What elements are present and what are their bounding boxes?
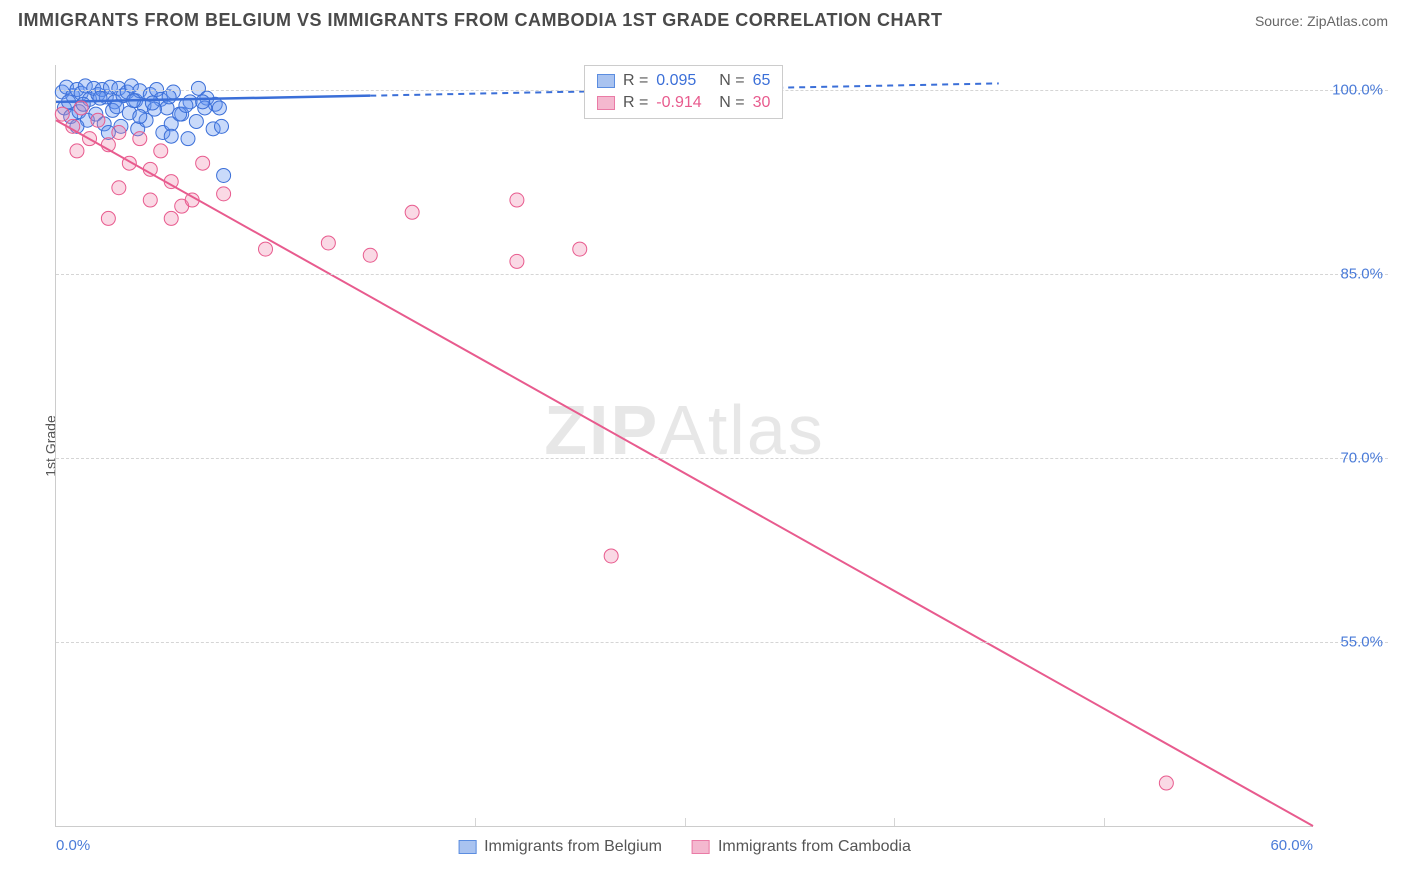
n-value-belgium: 65 [753, 72, 771, 90]
data-point-cambodia [259, 242, 273, 256]
x-minor-tick [685, 818, 686, 826]
swatch-belgium [597, 74, 615, 88]
data-point-cambodia [510, 193, 524, 207]
data-point-cambodia [217, 187, 231, 201]
legend-label-cambodia: Immigrants from Cambodia [718, 838, 911, 856]
r-label: R = [623, 72, 648, 90]
r-value-cambodia: -0.914 [656, 94, 711, 112]
chart-title: IMMIGRANTS FROM BELGIUM VS IMMIGRANTS FR… [18, 10, 942, 31]
data-point-belgium [133, 110, 147, 124]
data-point-belgium [181, 132, 195, 146]
data-point-cambodia [321, 236, 335, 250]
data-point-cambodia [196, 156, 210, 170]
plot-region: ZIPAtlas R =0.095N =65R =-0.914N =30 Imm… [55, 65, 1313, 827]
data-point-belgium [164, 129, 178, 143]
n-label: N = [719, 72, 744, 90]
y-tick-label: 100.0% [1332, 81, 1383, 98]
x-tick-label: 0.0% [56, 837, 90, 854]
data-point-cambodia [70, 144, 84, 158]
data-point-cambodia [573, 242, 587, 256]
x-minor-tick [1104, 818, 1105, 826]
r-label: R = [623, 94, 648, 112]
data-point-cambodia [405, 205, 419, 219]
data-point-belgium [162, 90, 176, 104]
data-point-belgium [145, 96, 159, 110]
data-point-belgium [217, 168, 231, 182]
data-point-cambodia [55, 107, 69, 121]
data-point-cambodia [112, 181, 126, 195]
y-tick-label: 70.0% [1340, 449, 1383, 466]
data-point-belgium [212, 101, 226, 115]
data-point-cambodia [143, 193, 157, 207]
data-point-belgium [215, 119, 229, 133]
n-value-cambodia: 30 [753, 94, 771, 112]
grid-line-h [56, 274, 1388, 275]
plot-svg [56, 65, 1313, 826]
data-point-cambodia [133, 132, 147, 146]
grid-line-h [56, 458, 1388, 459]
stats-row-cambodia: R = -0.914 N = 30 [597, 92, 770, 114]
chart-area: 1st Grade ZIPAtlas R =0.095N =65R =-0.91… [55, 45, 1388, 847]
legend-item-cambodia: Immigrants from Cambodia [692, 838, 911, 856]
series-legend: Immigrants from Belgium Immigrants from C… [458, 838, 911, 856]
y-tick-label: 85.0% [1340, 265, 1383, 282]
stats-row-belgium: R = 0.095 N = 65 [597, 70, 770, 92]
x-minor-tick [894, 818, 895, 826]
data-point-cambodia [510, 254, 524, 268]
data-point-cambodia [164, 211, 178, 225]
data-point-cambodia [112, 126, 126, 140]
y-tick-label: 55.0% [1340, 633, 1383, 650]
n-label: N = [719, 94, 744, 112]
legend-swatch-cambodia [692, 840, 710, 854]
legend-label-belgium: Immigrants from Belgium [484, 838, 662, 856]
data-point-cambodia [604, 549, 618, 563]
source-label: Source: ZipAtlas.com [1255, 13, 1388, 29]
data-point-cambodia [101, 211, 115, 225]
data-point-belgium [93, 91, 107, 105]
swatch-cambodia [597, 96, 615, 110]
x-minor-tick [475, 818, 476, 826]
stats-legend: R = 0.095 N = 65 R = -0.914 N = 30 [584, 65, 783, 119]
data-point-belgium [196, 95, 210, 109]
legend-item-belgium: Immigrants from Belgium [458, 838, 662, 856]
grid-line-h [56, 642, 1388, 643]
legend-swatch-belgium [458, 840, 476, 854]
r-value-belgium: 0.095 [656, 72, 711, 90]
data-point-cambodia [91, 113, 105, 127]
data-point-cambodia [363, 248, 377, 262]
data-point-cambodia [154, 144, 168, 158]
data-point-cambodia [1159, 776, 1173, 790]
x-tick-label: 60.0% [1270, 837, 1313, 854]
trend-line-cambodia [56, 120, 1313, 826]
data-point-cambodia [74, 101, 88, 115]
data-point-belgium [189, 114, 203, 128]
